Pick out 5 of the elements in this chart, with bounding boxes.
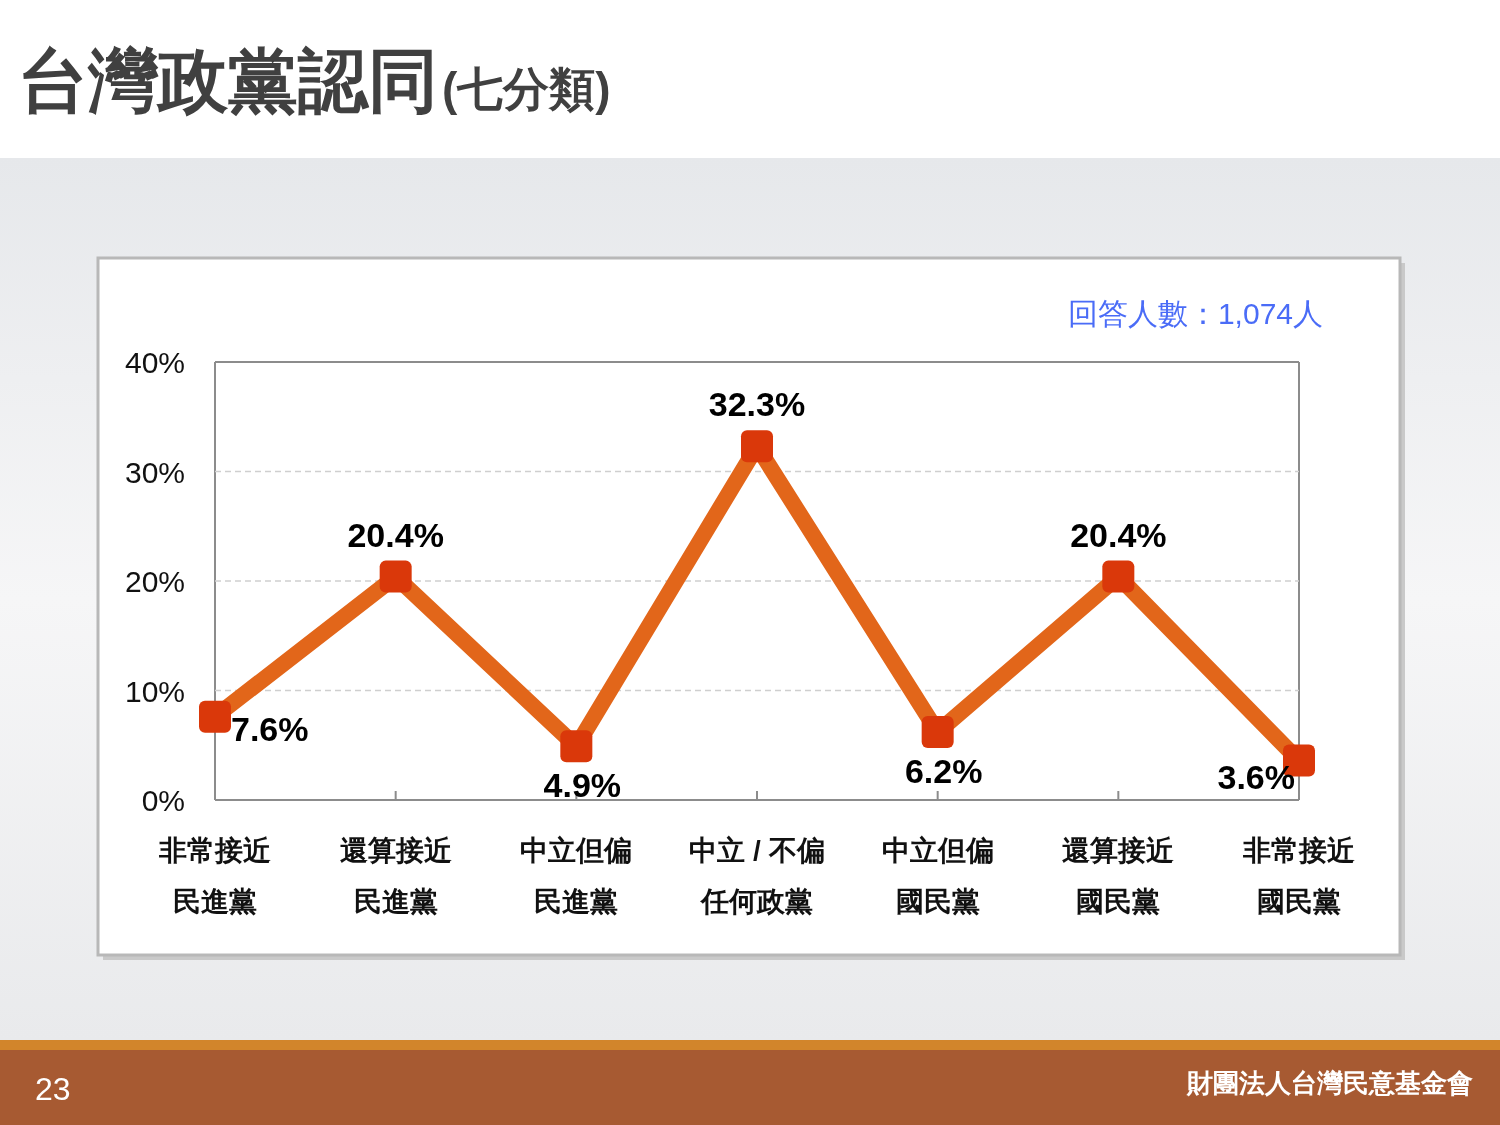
annotation: 回答人數：1,074人 [1067, 297, 1323, 330]
subtitle: (七分類) [442, 63, 611, 115]
annotation: 財團法人台灣民意基金會 [1187, 1068, 1473, 1098]
title: 台灣政黨認同 [18, 42, 438, 120]
annotation: 23 [35, 1071, 71, 1107]
